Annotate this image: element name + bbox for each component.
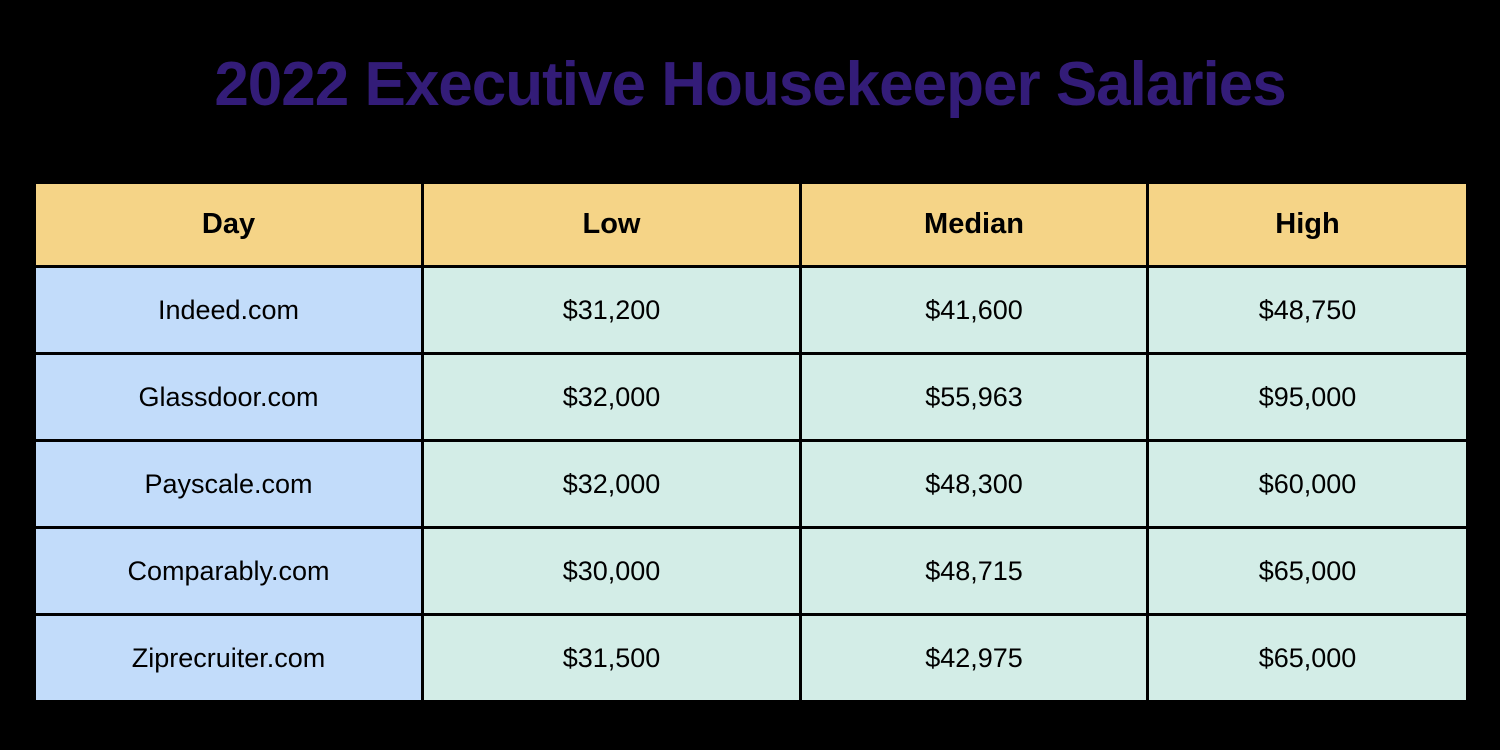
value-cell-low: $32,000 bbox=[421, 352, 802, 442]
value-cell-median: $42,975 bbox=[799, 613, 1149, 703]
value-cell-median: $48,300 bbox=[799, 439, 1149, 529]
value-cell-low: $32,000 bbox=[421, 439, 802, 529]
value-cell-median: $41,600 bbox=[799, 265, 1149, 355]
header-cell-low: Low bbox=[421, 181, 802, 268]
table-row: Glassdoor.com $32,000 $55,963 $95,000 bbox=[33, 352, 1469, 442]
row-label-cell: Ziprecruiter.com bbox=[33, 613, 424, 703]
row-label-cell: Glassdoor.com bbox=[33, 352, 424, 442]
value-cell-high: $48,750 bbox=[1146, 265, 1469, 355]
value-cell-high: $60,000 bbox=[1146, 439, 1469, 529]
value-cell-median: $55,963 bbox=[799, 352, 1149, 442]
header-cell-day: Day bbox=[33, 181, 424, 268]
header-cell-high: High bbox=[1146, 181, 1469, 268]
table-row: Indeed.com $31,200 $41,600 $48,750 bbox=[33, 265, 1469, 355]
value-cell-low: $31,500 bbox=[421, 613, 802, 703]
table-row: Payscale.com $32,000 $48,300 $60,000 bbox=[33, 439, 1469, 529]
table-row: Comparably.com $30,000 $48,715 $65,000 bbox=[33, 526, 1469, 616]
row-label-cell: Payscale.com bbox=[33, 439, 424, 529]
value-cell-low: $31,200 bbox=[421, 265, 802, 355]
row-label-cell: Indeed.com bbox=[33, 265, 424, 355]
page-title: 2022 Executive Housekeeper Salaries bbox=[214, 50, 1286, 119]
value-cell-low: $30,000 bbox=[421, 526, 802, 616]
value-cell-high: $65,000 bbox=[1146, 613, 1469, 703]
value-cell-high: $65,000 bbox=[1146, 526, 1469, 616]
salary-table: Day Low Median High Indeed.com $31,200 $… bbox=[33, 181, 1469, 703]
table-header-row: Day Low Median High bbox=[33, 181, 1469, 268]
value-cell-high: $95,000 bbox=[1146, 352, 1469, 442]
header-cell-median: Median bbox=[799, 181, 1149, 268]
row-label-cell: Comparably.com bbox=[33, 526, 424, 616]
value-cell-median: $48,715 bbox=[799, 526, 1149, 616]
table-row: Ziprecruiter.com $31,500 $42,975 $65,000 bbox=[33, 613, 1469, 703]
